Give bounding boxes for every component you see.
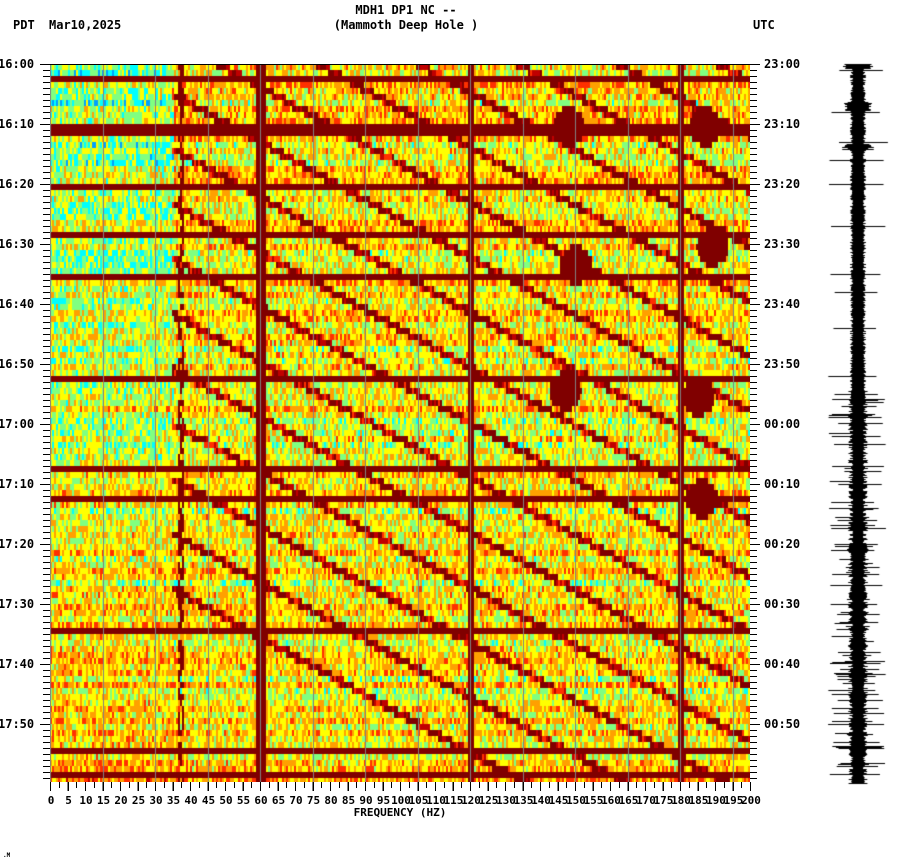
x-tick-label: 110	[426, 794, 446, 807]
y-tick-left: 16:30	[0, 237, 35, 251]
y-tick-right: 23:40	[764, 297, 801, 311]
y-tick-right: 00:40	[764, 657, 801, 671]
y-tick-right: 23:20	[764, 177, 801, 191]
location-title: (Mammoth Deep Hole )	[333, 18, 479, 32]
x-tick-label: 60	[254, 794, 268, 807]
y-tick-right: 23:50	[764, 357, 801, 371]
x-tick-label: 30	[149, 794, 163, 807]
y-tick-left: 17:50	[0, 717, 35, 731]
x-tick-label: 40	[184, 794, 198, 807]
x-tick-label: 0	[47, 794, 55, 807]
y-tick-right: 00:20	[764, 537, 801, 551]
y-tick-right: 23:00	[764, 57, 801, 71]
x-tick-label: 25	[131, 794, 146, 807]
x-tick-label: 140	[531, 794, 551, 807]
x-tick-label: 90	[359, 794, 373, 807]
left-timezone-label: PDT	[13, 18, 35, 32]
x-tick-label: 95	[376, 794, 391, 807]
x-tick-label: 20	[114, 794, 128, 807]
y-tick-left: 17:30	[0, 597, 35, 611]
x-tick-label: 170	[636, 794, 656, 807]
x-tick-label: 175	[653, 794, 674, 807]
x-tick-label: 150	[566, 794, 586, 807]
x-tick-label: 5	[65, 794, 72, 807]
x-tick-label: 55	[236, 794, 251, 807]
x-tick-label: 80	[324, 794, 338, 807]
y-tick-left: 17:20	[0, 537, 35, 551]
y-tick-left: 17:00	[0, 417, 35, 431]
x-tick-label: 70	[289, 794, 303, 807]
y-tick-left: 16:20	[0, 177, 35, 191]
x-tick-label: 15	[96, 794, 111, 807]
x-tick-label: 125	[478, 794, 499, 807]
x-tick-label: 45	[201, 794, 216, 807]
x-tick-label: 130	[496, 794, 516, 807]
x-tick-label: 190	[706, 794, 726, 807]
x-axis-label: FREQUENCY (HZ)	[353, 806, 447, 819]
x-tick-label: 200	[741, 794, 761, 807]
y-tick-left: 17:40	[0, 657, 35, 671]
date-label: Mar10,2025	[49, 18, 122, 32]
x-tick-label: 185	[688, 794, 709, 807]
x-tick-label: 35	[166, 794, 181, 807]
y-tick-right: 00:50	[764, 717, 801, 731]
x-tick-label: 195	[723, 794, 744, 807]
y-tick-right: 00:00	[764, 417, 801, 431]
y-tick-left: 16:10	[0, 117, 35, 131]
station-title: MDH1 DP1 NC --	[355, 3, 457, 17]
seismogram-trace	[820, 60, 900, 788]
x-tick-label: 160	[601, 794, 621, 807]
x-tick-label: 105	[408, 794, 429, 807]
y-tick-left: 17:10	[0, 477, 35, 491]
x-tick-label: 115	[443, 794, 464, 807]
x-tick-label: 75	[306, 794, 321, 807]
y-tick-right: 23:10	[764, 117, 801, 131]
y-tick-left: 16:50	[0, 357, 35, 371]
x-tick-label: 10	[79, 794, 93, 807]
x-tick-label: 85	[341, 794, 356, 807]
x-tick-label: 180	[671, 794, 691, 807]
x-tick-label: 50	[219, 794, 233, 807]
x-tick-label: 155	[583, 794, 604, 807]
x-tick-label: 135	[513, 794, 534, 807]
x-tick-label: 145	[548, 794, 569, 807]
corner-mark: .M	[3, 852, 11, 859]
y-tick-right: 00:10	[764, 477, 801, 491]
spectrogram-plot	[50, 64, 750, 782]
x-tick-label: 120	[461, 794, 481, 807]
right-timezone-label: UTC	[753, 18, 775, 32]
x-tick-label: 65	[271, 794, 286, 807]
x-tick-label: 165	[618, 794, 639, 807]
y-tick-right: 23:30	[764, 237, 801, 251]
y-tick-left: 16:00	[0, 57, 35, 71]
x-tick-label: 100	[391, 794, 411, 807]
y-tick-right: 00:30	[764, 597, 801, 611]
y-tick-left: 16:40	[0, 297, 35, 311]
